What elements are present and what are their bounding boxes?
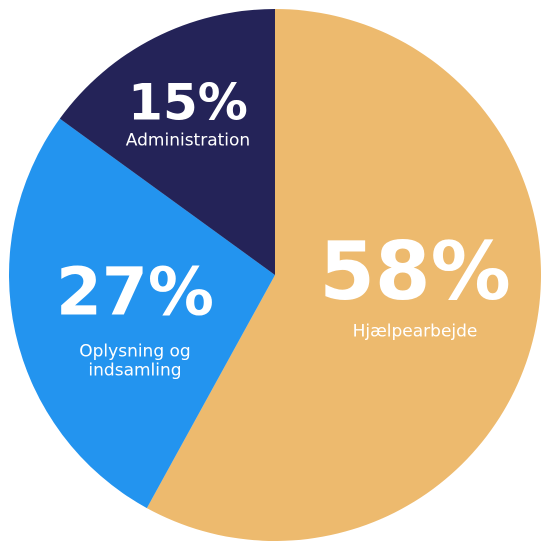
category-label: Hjælpearbejde: [352, 321, 478, 342]
category-label: Oplysning og indsamling: [79, 341, 191, 380]
pie-slice: [146, 9, 541, 541]
value-label: 27%: [56, 253, 214, 331]
value-label: 15%: [128, 73, 248, 132]
pie-slice: [8, 118, 275, 509]
pie-slice: [59, 9, 275, 275]
value-label: 58%: [319, 225, 511, 318]
category-label: Administration: [125, 130, 251, 151]
